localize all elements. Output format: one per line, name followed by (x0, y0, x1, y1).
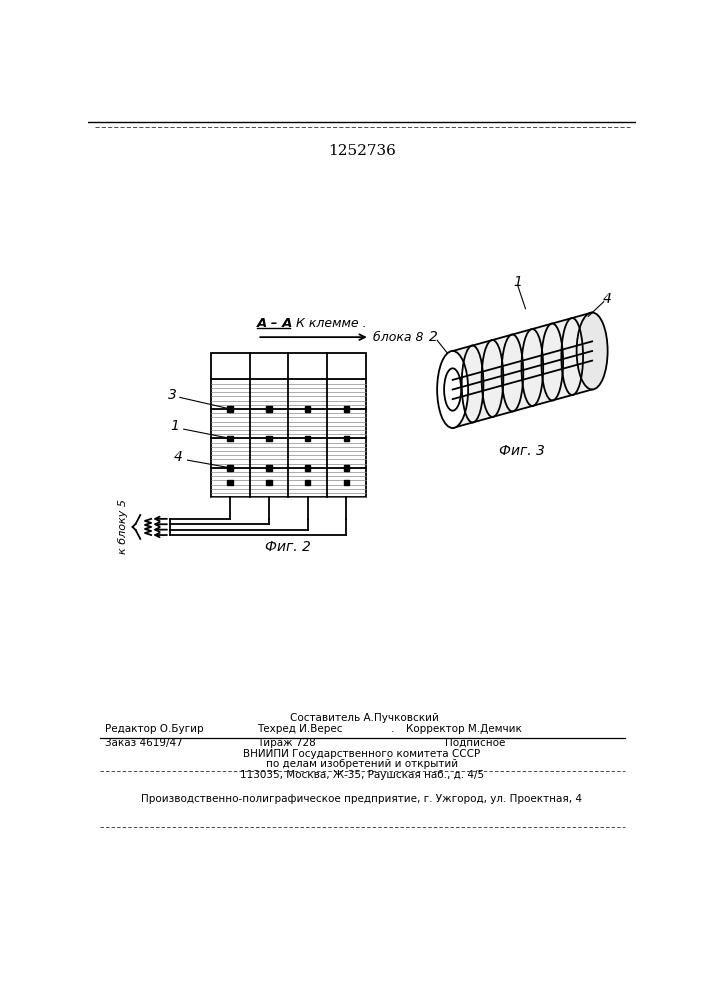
Polygon shape (344, 465, 349, 471)
Polygon shape (267, 436, 271, 441)
Text: Подписное: Подписное (445, 738, 506, 748)
Polygon shape (267, 465, 271, 471)
Polygon shape (211, 353, 366, 379)
Text: 113035, Москва, Ж-35, Раушская наб., д. 4/5: 113035, Москва, Ж-35, Раушская наб., д. … (240, 770, 484, 780)
Polygon shape (305, 406, 310, 412)
Polygon shape (228, 436, 233, 441)
Polygon shape (228, 480, 233, 485)
Polygon shape (452, 312, 592, 428)
Text: Тираж 728: Тираж 728 (257, 738, 316, 748)
Text: 4: 4 (174, 450, 182, 464)
Polygon shape (344, 436, 349, 441)
Text: Заказ 4619/47: Заказ 4619/47 (105, 738, 183, 748)
Text: Техред И.Верес: Техред И.Верес (257, 724, 343, 734)
Text: 1252736: 1252736 (328, 144, 396, 158)
Text: 2: 2 (429, 330, 438, 344)
Text: .: . (391, 724, 394, 734)
Text: Составитель А.Пучковский: Составитель А.Пучковский (290, 713, 439, 723)
Text: К клемме .: К клемме . (296, 317, 367, 330)
Text: Корректор М.Демчик: Корректор М.Демчик (406, 724, 522, 734)
Polygon shape (267, 480, 271, 485)
Text: А – А: А – А (257, 317, 293, 330)
Ellipse shape (437, 351, 468, 428)
Ellipse shape (444, 368, 461, 411)
Text: Фиг. 2: Фиг. 2 (265, 540, 311, 554)
Text: 4: 4 (603, 292, 612, 306)
Text: 1: 1 (513, 275, 522, 289)
Text: Фиг. 3: Фиг. 3 (499, 444, 545, 458)
Polygon shape (305, 436, 310, 441)
Text: Редактор О.Бугир: Редактор О.Бугир (105, 724, 204, 734)
Ellipse shape (577, 312, 607, 389)
Text: к блоку 5: к блоку 5 (118, 499, 128, 554)
Polygon shape (228, 465, 233, 471)
Polygon shape (344, 480, 349, 485)
Polygon shape (228, 406, 233, 412)
Polygon shape (344, 406, 349, 412)
Text: Производственно-полиграфическое предприятие, г. Ужгород, ул. Проектная, 4: Производственно-полиграфическое предприя… (141, 794, 583, 804)
Polygon shape (305, 480, 310, 485)
Text: по делам изобретений и открытий: по делам изобретений и открытий (266, 759, 458, 769)
Text: 3: 3 (168, 388, 177, 402)
Text: ВНИИПИ Государственного комитета СССР: ВНИИПИ Государственного комитета СССР (243, 749, 481, 759)
Polygon shape (305, 465, 310, 471)
Text: 1: 1 (170, 419, 180, 433)
Text: блока 8: блока 8 (373, 331, 423, 344)
Polygon shape (267, 406, 271, 412)
